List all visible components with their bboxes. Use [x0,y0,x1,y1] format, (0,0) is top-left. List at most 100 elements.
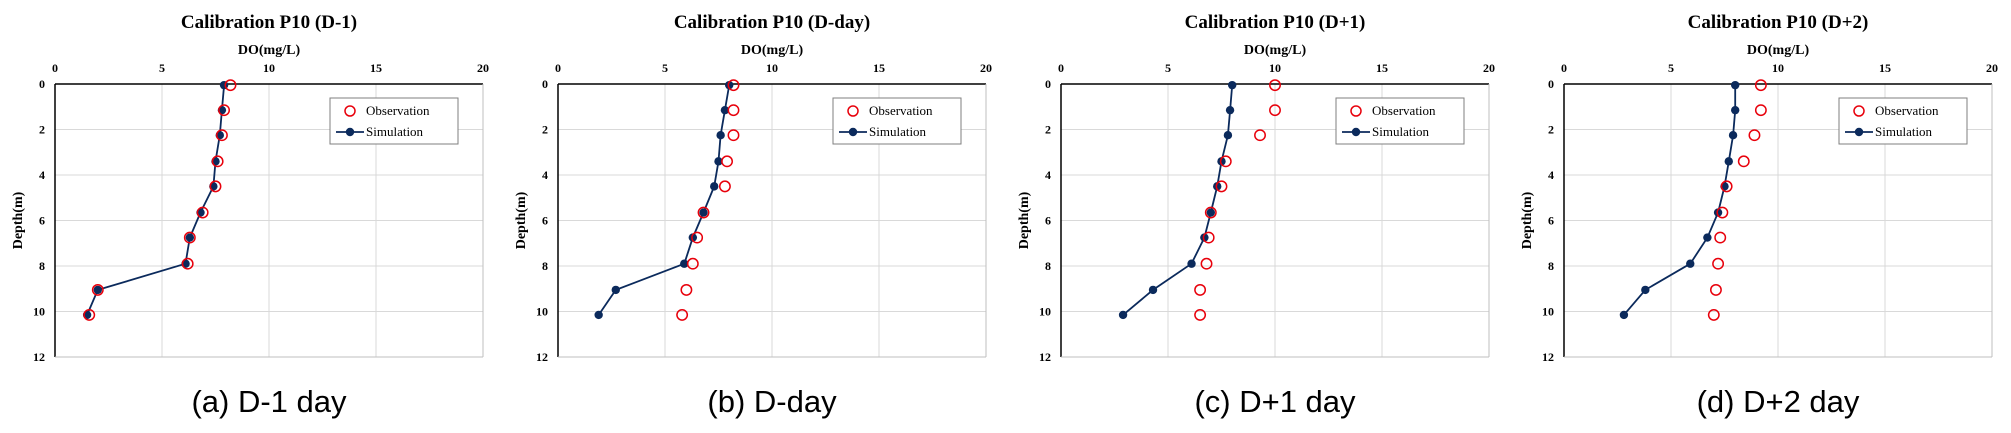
panel-caption: (b) D-day [707,384,837,419]
observation-point [215,129,228,142]
observation-point [686,257,699,270]
legend-observation-label: Observation [1875,103,1939,118]
legend-simulation-label: Simulation [1372,124,1430,139]
y-axis-label: Depth(m) [1520,191,1535,249]
legend-observation-marker [1350,105,1362,117]
y-tick-label: 10 [536,305,548,319]
simulation-point [1225,105,1235,115]
simulation-point [1703,233,1712,242]
observation-point [209,180,222,193]
simulation-point [688,233,698,242]
observation-point [1748,129,1761,142]
y-tick-label: 0 [542,77,548,91]
simulation-point [1713,208,1723,217]
simulation-point [93,285,103,295]
y-axis-label: Depth(m) [514,191,529,249]
observation-point [1754,79,1767,92]
chart-title: Calibration P10 (D+2) [1688,12,1869,33]
x-axis-label: DO(mg/L) [1747,43,1810,58]
x-tick-label: 5 [1165,61,1171,75]
simulation-line [1122,85,1234,316]
x-tick-label: 20 [477,61,489,75]
legend-simulation-label: Simulation [869,124,927,139]
y-tick-label: 4 [39,168,45,182]
observation-point [1709,283,1722,296]
legend-simulation-label: Simulation [366,124,424,139]
x-tick-label: 10 [1269,61,1281,75]
observation-point [727,129,740,142]
legend-simulation-marker [345,127,355,137]
observation-point [1194,308,1207,321]
y-tick-label: 6 [1045,214,1051,228]
simulation-point [185,233,195,242]
legend-observation-marker [847,105,859,117]
chart-title: Calibration P10 (D-1) [181,12,357,33]
x-tick-label: 0 [555,61,561,75]
simulation-point [1686,259,1695,268]
x-tick-label: 20 [980,61,992,75]
observation-point [1194,283,1207,296]
observation-point [1200,257,1213,270]
observation-point [1269,79,1281,92]
observation-point [1707,308,1720,321]
observation-point [183,231,196,244]
simulation-point [1731,80,1740,90]
x-tick-label: 10 [263,61,275,75]
x-axis-label: DO(mg/L) [238,43,301,58]
legend-simulation-marker [1854,127,1864,137]
chart-panel-d: Calibration P10 (D+2) DO(mg/L) Depth(m) 0 5 1… [1509,0,2009,433]
observation-point [196,206,209,219]
legend-observation-label: Observation [869,103,933,118]
simulation-point [710,182,719,191]
simulation-point [594,310,603,320]
x-axis-label: DO(mg/L) [741,43,804,58]
observation-point [691,231,704,244]
y-tick-label: 12 [1039,350,1051,364]
y-tick-label: 6 [39,214,45,228]
y-tick-label: 0 [1548,77,1554,91]
chart-svg-b: Calibration P10 (D-day) DO(mg/L) Depth(m) 0… [514,12,992,419]
simulation-point [1619,310,1629,320]
chart-panel-a: Calibration P10 (D-1) DO(mg/L) Depth(m) 0 5 1… [0,0,500,433]
simulation-point [699,208,708,217]
x-tick-label: 5 [662,61,668,75]
simulation-point [1228,80,1237,90]
observation-point [1737,155,1750,168]
y-tick-label: 0 [39,77,45,91]
chart-title: Calibration P10 (D-day) [674,12,870,33]
simulation-point [1200,233,1209,242]
x-tick-label: 10 [766,61,778,75]
x-tick-label: 15 [1376,61,1388,75]
observation-point [1720,180,1733,193]
observation-point [224,79,237,92]
simulation-point [1217,157,1226,166]
observation-point [1219,155,1232,168]
y-axis-label: Depth(m) [1017,191,1032,249]
legend-observation-marker [344,105,356,117]
simulation-point [1641,285,1650,295]
simulation-point [1187,259,1196,268]
y-tick-label: 10 [33,305,45,319]
x-tick-label: 10 [1772,61,1784,75]
x-tick-label: 0 [1561,61,1567,75]
observation-point [83,308,96,321]
simulation-point [1118,310,1128,320]
simulation-line [1623,85,1737,316]
y-tick-label: 8 [1045,259,1051,273]
observation-point [697,206,710,219]
observation-point [727,79,740,92]
y-tick-label: 12 [33,350,45,364]
y-tick-label: 2 [542,123,548,137]
simulation-point [1223,130,1233,140]
simulation-line [597,84,731,316]
observation-point [676,308,689,321]
y-tick-label: 2 [1548,123,1554,137]
x-tick-label: 5 [1668,61,1674,75]
observation-point [1716,206,1729,219]
observation-point [1754,104,1767,117]
x-tick-label: 0 [1058,61,1064,75]
simulation-line [86,85,225,316]
chart-panel-c: Calibration P10 (D+1) DO(mg/L) Depth(m) 0 5 1… [1006,0,1506,433]
observation-point [1254,129,1266,142]
observation-point [1202,231,1215,244]
